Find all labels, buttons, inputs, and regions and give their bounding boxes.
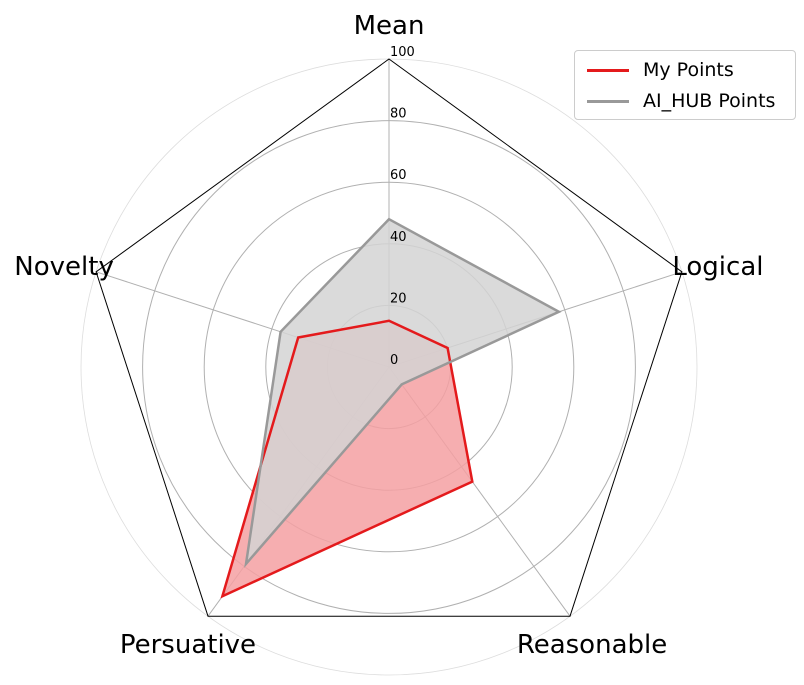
legend-item-my-points: My Points: [587, 56, 734, 84]
axis-label-novelty: Novelty: [14, 252, 114, 282]
legend-swatch-my-points: [587, 68, 629, 72]
r-tick-label-0: 0: [390, 353, 398, 368]
r-tick-label-40: 40: [390, 230, 407, 245]
legend-item-ai-hub-points: AI_HUB Points: [587, 87, 775, 115]
series-line-my-points: [220, 319, 474, 599]
legend-swatch-ai-hub-points: [587, 99, 629, 103]
r-tick-label-100: 100: [390, 45, 415, 60]
series-line-ai-hub-points: [244, 217, 562, 568]
radar-labels: 0 20 40 60 80 100 Mean Logical Reasonable Persuat…: [14, 11, 763, 660]
axis-label-mean: Mean: [354, 11, 425, 41]
chart-legend: My Points AI_HUB Points: [574, 50, 796, 120]
r-tick-label-80: 80: [390, 107, 407, 122]
radar-frame: [95, 58, 683, 617]
legend-label-ai-hub-points: AI_HUB Points: [643, 90, 776, 112]
radar-series: [220, 217, 562, 599]
r-tick-label-60: 60: [390, 168, 407, 183]
axis-label-persuative: Persuative: [120, 630, 256, 660]
axis-label-logical: Logical: [672, 252, 763, 282]
legend-label-my-points: My Points: [643, 59, 734, 81]
axis-label-reasonable: Reasonable: [517, 630, 667, 660]
r-tick-label-20: 20: [390, 291, 407, 306]
series-area-ai-hub-points: [246, 219, 559, 564]
